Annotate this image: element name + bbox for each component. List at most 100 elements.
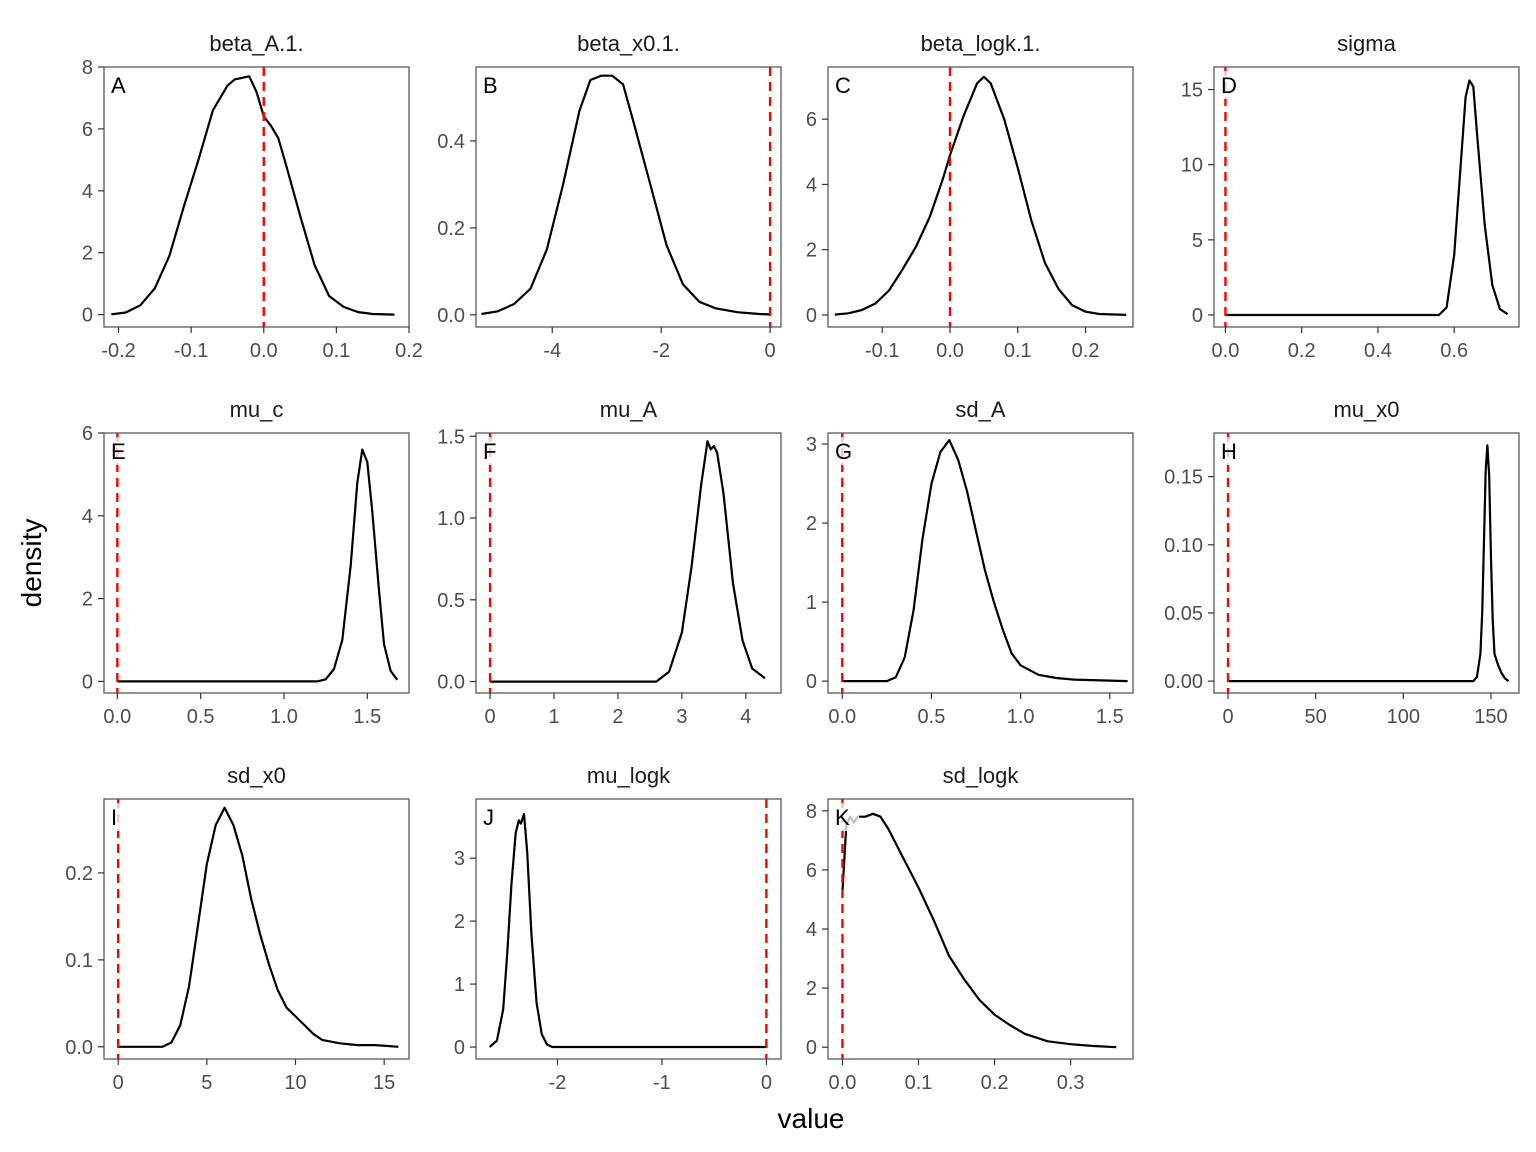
x-axis-title: value [778,1103,845,1134]
x-tick-label: 0.4 [1364,340,1392,362]
panel-border [827,66,1134,328]
panel-tag: D [1221,73,1237,98]
panel-border [103,798,410,1060]
y-tick-label: 0.2 [437,218,465,240]
facet-panel-J: mu_logk J -2 -1 0 0 1 2 3 [454,763,782,1094]
x-tick-label: 0.0 [250,340,278,362]
x-tick-label: 3 [676,706,687,728]
x-tick-label: 0 [485,706,496,728]
y-tick-label: 0.15 [1164,467,1203,489]
x-tick-label: -4 [543,340,561,362]
panel-tag-background [479,71,507,99]
panel-tag: J [483,805,494,830]
y-tick-label: 0 [806,671,817,693]
y-tick-label: 0.00 [1164,671,1203,693]
y-tick-label: 0 [82,671,93,693]
x-tick-label: -2 [652,340,670,362]
panel-background [104,433,409,693]
y-tick-label: 4 [806,919,817,941]
y-tick-label: 1 [454,974,465,996]
panel-background [828,67,1133,327]
facet-title: sd_A [955,397,1005,422]
panel-tag: G [835,439,852,464]
panel-background [104,67,409,327]
x-tick-label: 0.1 [322,340,350,362]
x-tick-label: 0.2 [981,1072,1009,1094]
facet-panel-D: sigma D 0.0 0.2 0.4 0.6 0 5 10 15 [1181,31,1520,362]
panel-tag-background [107,803,135,831]
x-tick-label: 0 [765,340,776,362]
x-tick-label: 2 [612,706,623,728]
x-tick-label: 10 [284,1072,306,1094]
x-tick-label: 0.0 [103,706,131,728]
y-tick-label: 6 [806,860,817,882]
panel-background [476,433,781,693]
y-tick-label: 8 [82,57,93,79]
y-tick-label: 2 [806,978,817,1000]
density-curve [118,806,399,1048]
facet-title: mu_c [230,397,284,422]
y-tick-label: 1 [806,592,817,614]
panel-tag-background [831,71,859,99]
facet-title: sigma [1337,31,1396,56]
panel-border [103,66,410,328]
y-tick-label: 6 [82,119,93,141]
facet-panel-C: beta_logk.1. C -0.1 0.0 0.1 0.2 0 2 4 6 [806,31,1134,362]
y-tick-label: 0.0 [437,305,465,327]
panel-background [1214,433,1519,693]
x-tick-label: 4 [740,706,751,728]
x-tick-label: 0.5 [918,706,946,728]
facet-panel-K: sd_logk K 0.0 0.1 0.2 0.3 0 2 4 6 8 [806,763,1134,1094]
facet-title: mu_A [600,397,658,422]
facet-panel-G: sd_A G 0.0 0.5 1.0 1.5 0 1 2 3 [806,397,1134,728]
x-tick-label: 0.0 [829,1072,857,1094]
panel-background [828,433,1133,693]
panel-background [1214,67,1519,327]
x-tick-label: 0 [761,1072,772,1094]
panel-tag-background [479,437,507,465]
x-tick-label: -0.1 [174,340,208,362]
x-tick-label: 1.5 [353,706,381,728]
y-tick-label: 0.0 [65,1037,93,1059]
y-tick-label: 2 [454,911,465,933]
facet-panels: beta_A.1. A -0.2 -0.1 0.0 0.1 0.2 0 2 4 6 8 beta_x0.… [65,31,1520,1094]
facet-panel-E: mu_c E 0.0 0.5 1.0 1.5 0 2 4 6 [82,397,410,728]
x-tick-label: 0.3 [1057,1072,1085,1094]
x-tick-label: 0.6 [1440,340,1468,362]
density-curve [111,75,395,316]
y-axis-title: density [16,519,47,608]
panel-background [476,799,781,1059]
facet-panel-B: beta_x0.1. B -4 -2 0 0.0 0.2 0.4 [437,31,782,362]
y-tick-label: 2 [806,513,817,535]
y-tick-label: 4 [82,181,93,203]
x-tick-label: 0.0 [936,340,964,362]
panel-tag: E [111,439,126,464]
panel-tag-background [1217,437,1245,465]
panel-tag: K [835,805,850,830]
facet-panel-H: mu_x0 H 0 50 100 150 0.00 0.05 0.10 0.15 [1164,397,1520,728]
y-tick-label: 2 [82,243,93,265]
x-tick-label: 0.2 [1288,340,1316,362]
panel-background [476,67,781,327]
facet-title: beta_logk.1. [921,31,1041,56]
density-curve [488,813,767,1049]
panel-border [827,432,1134,694]
y-tick-label: 15 [1181,80,1203,102]
facet-title: mu_x0 [1333,397,1399,422]
panel-border [1213,66,1520,328]
panel-tag: I [111,805,117,830]
density-curve [834,75,1127,316]
facet-title: beta_A.1. [209,31,303,56]
x-tick-label: 100 [1387,706,1420,728]
x-tick-label: -1 [653,1072,671,1094]
density-curve [842,439,1128,683]
y-tick-label: 0 [806,305,817,327]
panel-tag-background [107,71,135,99]
density-curve [481,74,771,316]
y-tick-label: 0 [806,1037,817,1059]
y-tick-label: 10 [1181,155,1203,177]
x-tick-label: 0.2 [1072,340,1100,362]
y-tick-label: 0.2 [65,863,93,885]
facet-panel-F: mu_A F 0 1 2 3 4 0.0 0.5 1.0 1.5 [437,397,782,728]
panel-border [475,798,782,1060]
